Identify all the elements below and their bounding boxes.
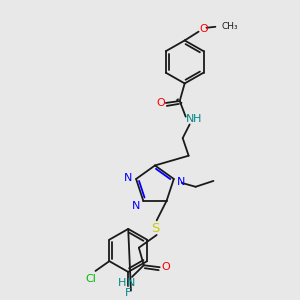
Text: H: H [194,114,202,124]
Text: F: F [125,288,131,298]
Text: N: N [176,177,185,187]
Text: O: O [199,24,208,34]
Text: CH₃: CH₃ [221,22,238,31]
Text: N: N [124,173,132,183]
Text: O: O [161,262,170,272]
Text: O: O [157,98,165,108]
Text: N: N [132,201,141,211]
Text: Cl: Cl [85,274,96,284]
Text: N: N [185,114,194,124]
Text: N: N [127,278,135,288]
Text: S: S [152,222,160,235]
Text: H: H [118,278,126,288]
